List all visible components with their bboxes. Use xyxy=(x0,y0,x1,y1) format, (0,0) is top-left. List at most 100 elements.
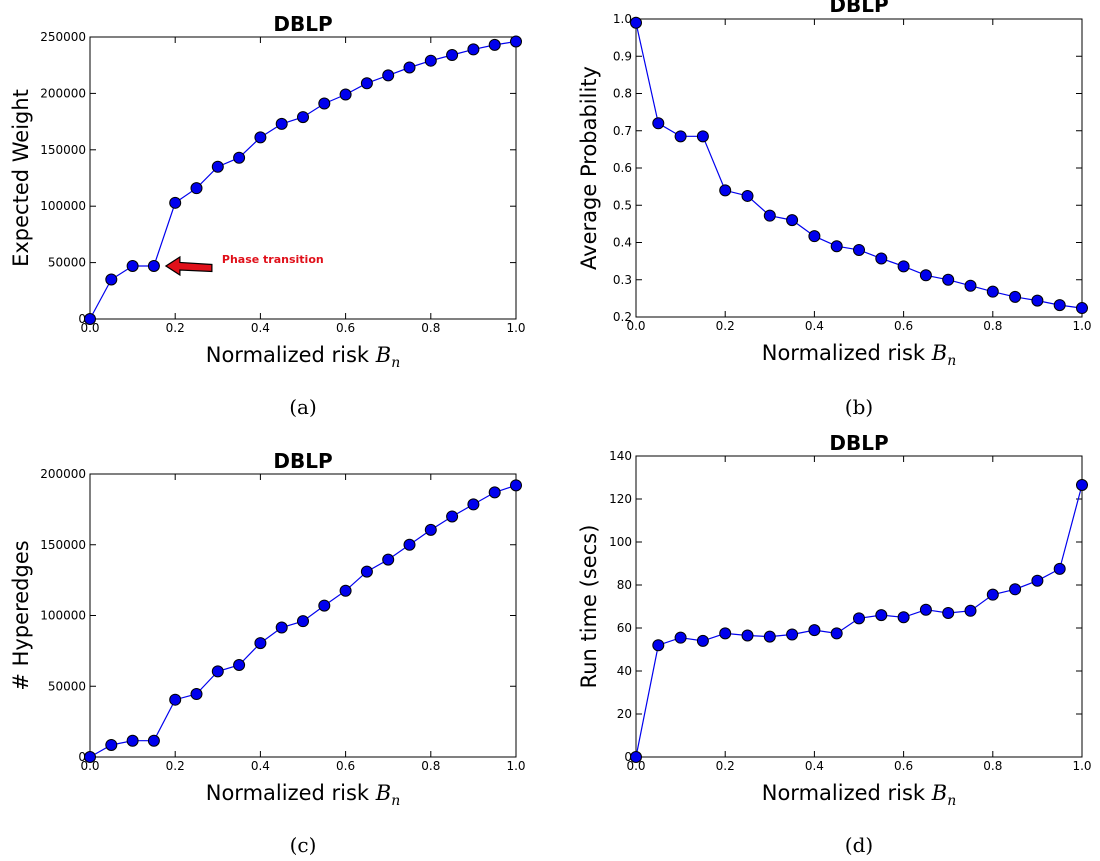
x-tick-label: 0.0 xyxy=(626,759,645,773)
y-tick-label: 20 xyxy=(617,707,632,721)
x-axis-label-text: Normalized risk xyxy=(206,781,376,805)
y-tick-label: 0.7 xyxy=(613,124,632,138)
y-tick-label: 0 xyxy=(78,750,86,764)
data-point xyxy=(652,639,665,652)
chart-title: DBLP xyxy=(829,431,888,455)
data-point xyxy=(467,43,480,56)
x-tick-label: 1.0 xyxy=(506,759,525,773)
x-axis-label-subscript: n xyxy=(391,793,400,809)
data-point xyxy=(986,588,999,601)
x-tick-label: 0.6 xyxy=(894,759,913,773)
data-point xyxy=(84,751,96,763)
x-tick-label: 0.4 xyxy=(805,759,824,773)
data-point xyxy=(403,538,416,551)
data-point xyxy=(424,523,437,536)
y-tick-label: 50000 xyxy=(48,256,86,270)
y-tick-label: 100000 xyxy=(40,199,86,213)
data-point xyxy=(126,259,139,272)
x-axis-label: Normalized risk Bn xyxy=(762,781,956,809)
annotation-arrow-icon xyxy=(164,255,213,277)
data-point xyxy=(1031,574,1044,587)
data-point xyxy=(190,182,203,195)
y-tick-label: 120 xyxy=(609,492,632,506)
x-tick-label: 0.8 xyxy=(983,319,1002,333)
data-point xyxy=(488,486,501,499)
panel-caption: (c) xyxy=(290,833,317,857)
data-point xyxy=(964,604,977,617)
x-tick-label: 0.4 xyxy=(251,759,270,773)
data-point xyxy=(652,117,665,130)
data-point xyxy=(169,196,182,209)
x-tick-label: 0.8 xyxy=(983,759,1002,773)
data-point xyxy=(763,209,776,222)
data-point xyxy=(875,609,888,622)
data-point xyxy=(297,111,309,124)
data-point xyxy=(741,189,754,202)
data-point xyxy=(339,584,352,597)
chart-panel-c: 0.0 0.2 0.4 0.6 0.8 1.0 0 50000 100000 150000 2000… xyxy=(9,449,526,857)
panel-caption: (b) xyxy=(845,395,873,419)
data-point xyxy=(1009,583,1022,596)
y-tick-label: 100000 xyxy=(40,609,86,623)
y-tick-label: 150000 xyxy=(40,538,86,552)
x-axis-label-symbol: B xyxy=(931,341,947,365)
data-point xyxy=(233,659,246,672)
x-axis-label-subscript: n xyxy=(947,353,956,369)
x-tick-label: 0.6 xyxy=(336,321,355,335)
x-tick-label: 0.6 xyxy=(336,759,355,773)
data-point xyxy=(986,285,999,298)
chart-panel-b: 0.0 0.2 0.4 0.6 0.8 1.00.20.30.40.50.60.70.80… xyxy=(577,0,1092,419)
y-tick-label: 60 xyxy=(617,621,632,635)
data-point xyxy=(169,693,182,706)
data-point xyxy=(1053,562,1066,575)
y-tick-label: 0.2 xyxy=(613,310,632,324)
x-tick-label: 1.0 xyxy=(1072,319,1091,333)
data-point xyxy=(190,688,203,701)
data-point xyxy=(147,734,160,747)
data-point xyxy=(147,259,160,272)
plot-frame xyxy=(635,455,1083,758)
x-axis-label-text: Normalized risk xyxy=(762,341,932,365)
y-tick-label: 140 xyxy=(609,449,632,463)
x-axis-label-subscript: n xyxy=(947,793,956,809)
chart-panel-a: 0.0 0.2 0.4 0.6 0.8 1.0 0 50000 100000 150000 2000… xyxy=(9,12,526,419)
data-point xyxy=(318,97,331,110)
data-point xyxy=(211,160,224,173)
data-point xyxy=(786,628,799,641)
y-tick-label: 150000 xyxy=(40,143,86,157)
data-point xyxy=(674,130,687,143)
data-point xyxy=(360,77,373,90)
x-tick-label: 0.0 xyxy=(80,321,99,335)
data-point xyxy=(1009,290,1022,303)
data-point xyxy=(808,624,821,637)
x-tick-label: 0.0 xyxy=(80,759,99,773)
y-tick-label: 0.4 xyxy=(613,236,632,250)
data-point xyxy=(339,88,352,101)
data-point xyxy=(964,279,977,292)
data-point xyxy=(830,627,843,640)
data-point xyxy=(853,612,865,625)
data-point xyxy=(919,603,932,616)
x-axis-label-subscript: n xyxy=(391,355,400,371)
data-point xyxy=(1031,294,1044,307)
panel-caption: (d) xyxy=(845,833,873,857)
data-point xyxy=(382,553,395,566)
x-axis-label: Normalized risk Bn xyxy=(762,341,956,369)
y-tick-label: 0.5 xyxy=(613,198,632,212)
data-point xyxy=(446,510,459,523)
x-tick-label: 0.2 xyxy=(716,319,735,333)
x-axis-label-symbol: B xyxy=(375,781,391,805)
data-point xyxy=(254,637,267,650)
data-point xyxy=(1076,479,1088,492)
x-tick-label: 0.2 xyxy=(716,759,735,773)
y-tick-label: 1.0 xyxy=(613,12,632,26)
data-point xyxy=(942,606,955,619)
x-axis-label: Normalized risk Bn xyxy=(206,781,400,809)
y-tick-label: 0 xyxy=(78,312,86,326)
data-point xyxy=(897,611,910,624)
y-tick-label: 250000 xyxy=(40,30,86,44)
x-tick-label: 0.8 xyxy=(421,759,440,773)
x-tick-label: 0.2 xyxy=(166,759,185,773)
data-point xyxy=(719,627,732,640)
annotation-text: Phase transition xyxy=(222,253,324,266)
